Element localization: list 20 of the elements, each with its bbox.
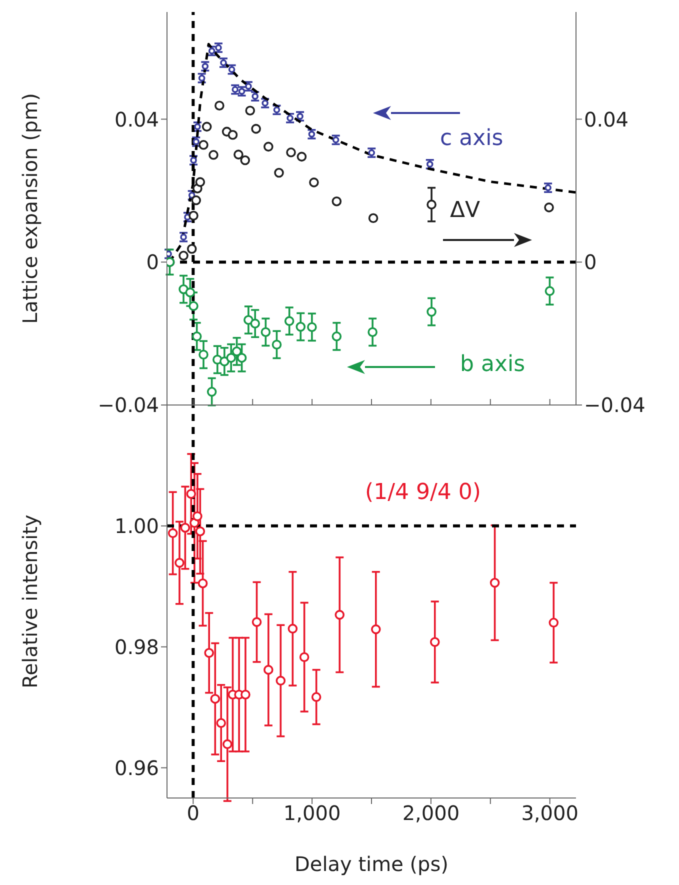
y-tick-label: −0.04: [98, 393, 159, 418]
y-tick-label: 0.96: [114, 756, 159, 780]
text: (1/4 9/4 0): [365, 480, 481, 505]
x-tick-label: 2,000: [402, 801, 460, 826]
y-tick-label: 1.00: [114, 514, 159, 538]
series-label: ΔV: [450, 198, 480, 223]
legend-label: b axis: [460, 352, 526, 377]
x-tick-label: 3,000: [521, 801, 578, 826]
y2-tick-label: 0.04: [584, 107, 629, 132]
y2-tick-label: −0.04: [584, 393, 646, 418]
y-tick-label: 0: [146, 250, 159, 274]
x-tick-label: 0: [186, 801, 200, 826]
x-axis-title: Delay time (ps): [294, 852, 448, 876]
y-axis-title: Relative intensity: [18, 514, 42, 688]
y-tick-label: 0.04: [114, 107, 159, 132]
series-label: c axis: [440, 126, 504, 151]
y2-tick-label: 0: [584, 250, 597, 274]
y-tick-label: 0.98: [114, 634, 159, 659]
y-axis-title: Lattice expansion (pm): [18, 93, 42, 324]
x-tick-label: 1,000: [283, 801, 341, 826]
